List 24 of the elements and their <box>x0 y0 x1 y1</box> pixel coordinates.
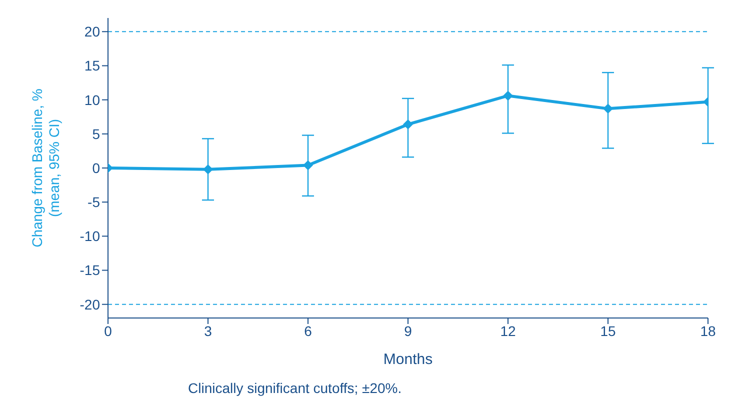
point <box>303 160 313 170</box>
y-tick-label: -10 <box>80 228 100 244</box>
point <box>203 164 213 174</box>
y-axis-title: Change from Baseline, % (mean, 95% CI) <box>29 88 62 248</box>
point <box>503 90 513 101</box>
y-tick-label: -5 <box>88 194 100 210</box>
x-tick-label: 12 <box>500 322 516 339</box>
y-tick-label: -20 <box>80 296 100 312</box>
x-tick-label: 6 <box>304 322 312 339</box>
x-tick-label: 18 <box>700 322 716 339</box>
y-tick-label: 0 <box>92 160 100 176</box>
point <box>603 104 613 114</box>
y-tick-label: 5 <box>92 126 100 142</box>
x-tick-label: 15 <box>600 322 616 339</box>
y-tick-label: 10 <box>84 92 100 108</box>
y-tick-label: 15 <box>84 58 100 74</box>
y-tick-label: 20 <box>84 24 100 40</box>
x-tick-label: 9 <box>404 322 412 339</box>
x-tick-label: 3 <box>204 322 212 339</box>
x-tick-label: 0 <box>104 322 112 339</box>
y-tick-label: -15 <box>80 262 100 278</box>
x-axis-title: Months <box>383 351 433 368</box>
text: Clinically significant cutoffs; ±20%. <box>188 380 402 396</box>
point <box>403 119 413 130</box>
